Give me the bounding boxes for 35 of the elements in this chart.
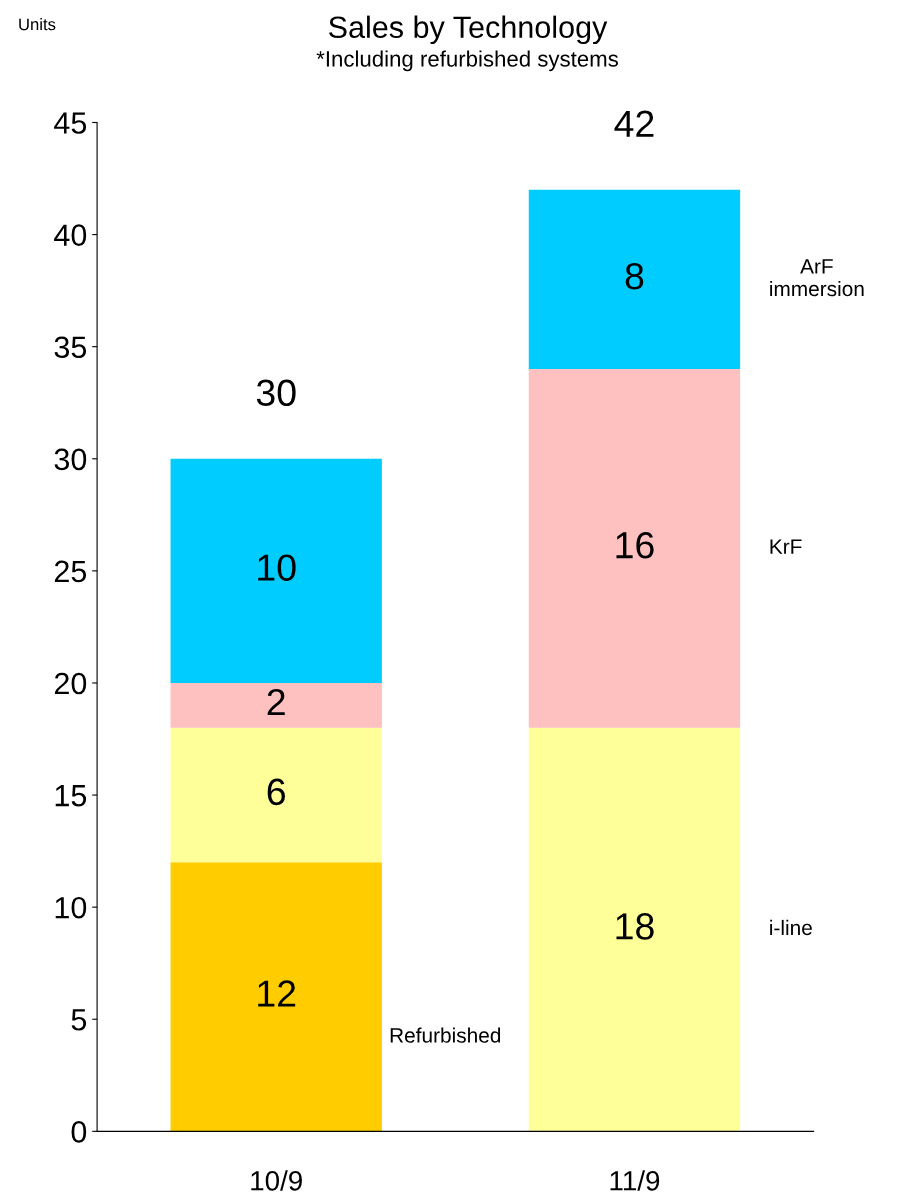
y-tick-label: 30: [54, 448, 87, 471]
data-label: 16: [616, 531, 654, 559]
chart-title: Sales by Technology: [329, 15, 608, 45]
y-tick-label: 40: [54, 224, 87, 246]
data-label: 8: [625, 262, 644, 290]
y-tick-label: 45: [54, 112, 87, 134]
x-tick-label: 11/9: [610, 1170, 660, 1191]
bar: [170, 458, 382, 683]
bar: [170, 682, 382, 728]
chart-subtitle: *Including refurbished systems: [316, 50, 618, 72]
y-tick-label: 5: [71, 1009, 87, 1031]
y-tick-label: 35: [54, 336, 87, 359]
bar: [528, 727, 741, 1132]
y-axis-title: Units: [19, 18, 56, 31]
data-label: 6: [267, 778, 285, 806]
data-label: 12: [258, 980, 296, 1007]
bar: [528, 189, 741, 370]
series-label: i-line: [770, 919, 812, 936]
total-label: 42: [614, 110, 654, 137]
data-label: 2: [267, 688, 285, 716]
x-tick-label: 10/9: [251, 1170, 302, 1191]
bar: [170, 862, 382, 1132]
y-tick-label: 25: [54, 560, 87, 583]
series-label: ArF immersion: [770, 259, 864, 297]
y-tick-label: 15: [55, 785, 87, 807]
bar: [528, 369, 741, 728]
y-tick-label: 20: [54, 672, 87, 695]
total-label: 30: [256, 379, 296, 407]
y-tick-label: 0: [71, 1121, 87, 1143]
data-label: 18: [616, 913, 654, 940]
y-tick-label: 10: [55, 896, 87, 919]
data-label: 10: [258, 554, 296, 581]
series-label: Refurbished: [390, 1027, 501, 1043]
bar: [170, 727, 382, 863]
series-label: KrF: [770, 539, 802, 554]
